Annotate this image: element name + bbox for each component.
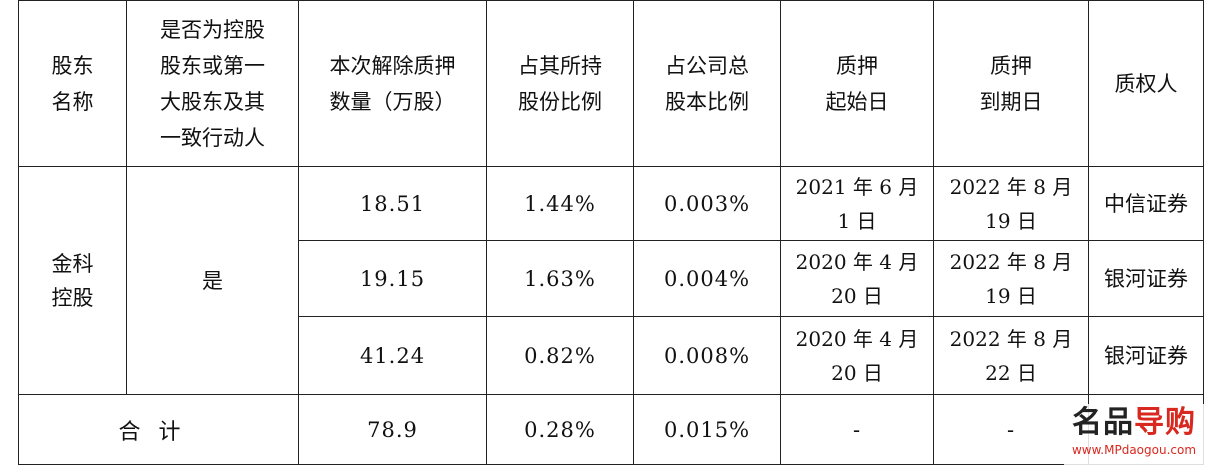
watermark-url: www.MPdaogou.com [1071, 443, 1197, 457]
table-row: 41.24 0.82% 0.008% 2020 年 4 月 20 日 2022 … [19, 316, 1204, 395]
total-quantity-cell: 78.9 [298, 394, 487, 465]
header-pledgee: 质权人 [1088, 0, 1204, 167]
release-quantity-cell: 19.15 [298, 240, 487, 317]
pledge-start-cell: 2020 年 4 月 20 日 [780, 240, 934, 317]
header-is-controlling: 是否为控股 股东或第一 大股东及其 一致行动人 [126, 0, 299, 167]
pledge-start-cell: 2021 年 6 月 1 日 [780, 166, 934, 241]
pct-holdings-cell: 0.82% [486, 316, 634, 395]
release-quantity-cell: 18.51 [298, 166, 487, 241]
header-pledge-start: 质押 起始日 [780, 0, 934, 167]
watermark-logo-text: 名品导购 [1072, 405, 1196, 440]
pct-holdings-cell: 1.63% [486, 240, 634, 317]
header-release-quantity: 本次解除质押 数量（万股） [298, 0, 487, 167]
pledge-start-cell: 2020 年 4 月 20 日 [780, 316, 934, 395]
header-shareholder-name: 股东 名称 [18, 0, 127, 167]
pct-total-cell: 0.004% [633, 240, 781, 317]
total-start-cell: - [780, 394, 934, 465]
total-row: 合计 78.9 0.28% 0.015% - - [18, 394, 1204, 465]
watermark-logo: 名品导购 www.MPdaogou.com [1064, 404, 1204, 466]
header-pct-of-total: 占公司总 股本比例 [633, 0, 781, 167]
header-pledge-end: 质押 到期日 [933, 0, 1089, 167]
pledgee-cell: 银河证券 [1088, 316, 1204, 395]
total-pct-total-cell: 0.015% [633, 394, 781, 465]
release-quantity-cell: 41.24 [298, 316, 487, 395]
header-row: 股东 名称 是否为控股 股东或第一 大股东及其 一致行动人 本次解除质押 数量（… [18, 0, 1204, 167]
table-row: 金科 控股 是 18.51 1.44% 0.003% 2021 年 6 月 1 … [18, 166, 1204, 395]
pledge-release-table: 股东 名称 是否为控股 股东或第一 大股东及其 一致行动人 本次解除质押 数量（… [18, 0, 1204, 465]
pledge-end-cell: 2022 年 8 月 22 日 [933, 316, 1089, 395]
pledgee-cell: 中信证券 [1088, 166, 1204, 241]
pct-total-cell: 0.008% [633, 316, 781, 395]
pct-holdings-cell: 1.44% [486, 166, 634, 241]
shareholder-name-cell: 金科 控股 [18, 166, 127, 395]
total-end-cell: - [933, 394, 1089, 465]
total-pct-holdings-cell: 0.28% [486, 394, 634, 465]
total-label: 合计 [18, 394, 299, 465]
pledge-end-cell: 2022 年 8 月 19 日 [933, 166, 1089, 241]
header-pct-of-holdings: 占其所持 股份比例 [486, 0, 634, 167]
pct-total-cell: 0.003% [633, 166, 781, 241]
pledge-end-cell: 2022 年 8 月 19 日 [933, 240, 1089, 317]
pledgee-cell: 银河证券 [1088, 240, 1204, 317]
is-controlling-cell: 是 [126, 166, 299, 395]
